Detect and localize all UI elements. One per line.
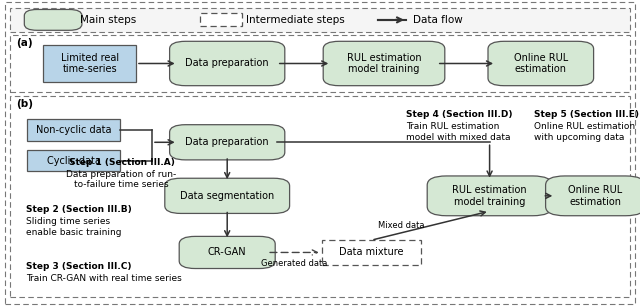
Text: Data mixture: Data mixture bbox=[339, 248, 403, 257]
Bar bbox=[28, 119, 120, 141]
Text: Main steps: Main steps bbox=[80, 15, 136, 25]
Bar bbox=[10, 96, 630, 297]
Text: Step 3 (Section III.C): Step 3 (Section III.C) bbox=[26, 262, 131, 271]
Text: Data segmentation: Data segmentation bbox=[180, 191, 275, 201]
FancyBboxPatch shape bbox=[488, 41, 593, 86]
Text: RUL estimation
model training: RUL estimation model training bbox=[347, 53, 421, 74]
FancyBboxPatch shape bbox=[323, 41, 445, 86]
Text: RUL estimation
model training: RUL estimation model training bbox=[452, 185, 527, 207]
Bar bbox=[10, 8, 630, 32]
Bar bbox=[10, 35, 630, 92]
Text: Limited real
time-series: Limited real time-series bbox=[61, 53, 118, 74]
FancyBboxPatch shape bbox=[164, 178, 289, 214]
Text: Train RUL estimation
model with mixed data: Train RUL estimation model with mixed da… bbox=[406, 122, 511, 142]
FancyBboxPatch shape bbox=[170, 125, 285, 160]
Bar bbox=[200, 13, 242, 26]
Text: Intermediate steps: Intermediate steps bbox=[246, 15, 345, 25]
Bar bbox=[44, 45, 136, 82]
Text: Step 5 (Section III.E): Step 5 (Section III.E) bbox=[534, 110, 639, 119]
FancyBboxPatch shape bbox=[24, 9, 82, 30]
FancyBboxPatch shape bbox=[179, 236, 275, 269]
Text: Data preparation: Data preparation bbox=[186, 58, 269, 69]
Text: Step 4 (Section III.D): Step 4 (Section III.D) bbox=[406, 110, 513, 119]
Text: Cyclic data: Cyclic data bbox=[47, 156, 100, 166]
Text: Data preparation: Data preparation bbox=[186, 137, 269, 147]
Text: CR-GAN: CR-GAN bbox=[208, 248, 246, 257]
Text: (a): (a) bbox=[16, 38, 33, 48]
Text: Non-cyclic data: Non-cyclic data bbox=[36, 125, 111, 135]
Text: Online RUL estimation
with upcoming data: Online RUL estimation with upcoming data bbox=[534, 122, 636, 142]
Text: Mixed data: Mixed data bbox=[378, 221, 424, 230]
Text: Sliding time series
enable basic training: Sliding time series enable basic trainin… bbox=[26, 217, 121, 237]
Text: Online RUL
estimation: Online RUL estimation bbox=[568, 185, 622, 207]
Text: Data preparation of run-
to-failure time series: Data preparation of run- to-failure time… bbox=[67, 170, 177, 189]
Text: Online RUL
estimation: Online RUL estimation bbox=[514, 53, 568, 74]
Text: Data flow: Data flow bbox=[413, 15, 463, 25]
Bar bbox=[321, 240, 421, 265]
FancyBboxPatch shape bbox=[170, 41, 285, 86]
FancyBboxPatch shape bbox=[545, 176, 640, 216]
FancyBboxPatch shape bbox=[428, 176, 552, 216]
Text: Step 2 (Section III.B): Step 2 (Section III.B) bbox=[26, 205, 131, 214]
Text: Train CR-GAN with real time series: Train CR-GAN with real time series bbox=[26, 274, 181, 283]
Text: Step 1 (Section III.A): Step 1 (Section III.A) bbox=[68, 158, 175, 166]
Text: Generated data: Generated data bbox=[261, 259, 328, 268]
Text: (b): (b) bbox=[16, 99, 33, 110]
Bar bbox=[28, 150, 120, 171]
